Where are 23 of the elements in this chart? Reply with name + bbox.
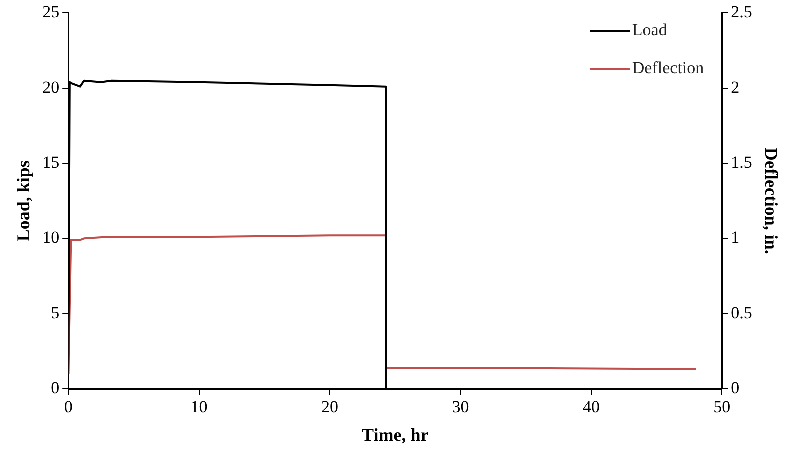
- y2-tick-label: 0.5: [731, 303, 752, 322]
- y-tick-label: 20: [42, 78, 60, 97]
- y-tick-label: 10: [42, 228, 60, 248]
- y2-tick-label: 1.5: [731, 152, 752, 172]
- x-tick-label: 10: [190, 398, 208, 417]
- y-tick-label: 15: [42, 152, 60, 172]
- y-tick-label: 25: [42, 2, 60, 22]
- x-tick-label: 50: [714, 398, 731, 417]
- y2-tick-label: 0: [731, 378, 740, 398]
- x-tick-label: 40: [582, 398, 600, 417]
- y2-axis-title: Deflection, in.: [762, 148, 782, 254]
- x-tick-label: 0: [64, 398, 73, 417]
- y2-tick-label: 2: [731, 78, 740, 97]
- y-tick-label: 5: [51, 303, 60, 322]
- legend-label: Deflection: [632, 58, 705, 78]
- y2-tick-label: 1: [731, 228, 740, 248]
- y2-tick-label: 2.5: [731, 2, 752, 22]
- x-tick-label: 30: [452, 398, 470, 417]
- y-axis-title: Load, kips: [13, 160, 34, 242]
- x-axis-title: Time, hr: [362, 424, 429, 445]
- legend-label: Load: [632, 20, 668, 40]
- x-tick-label: 20: [322, 398, 339, 417]
- y-tick-label: 0: [51, 378, 60, 398]
